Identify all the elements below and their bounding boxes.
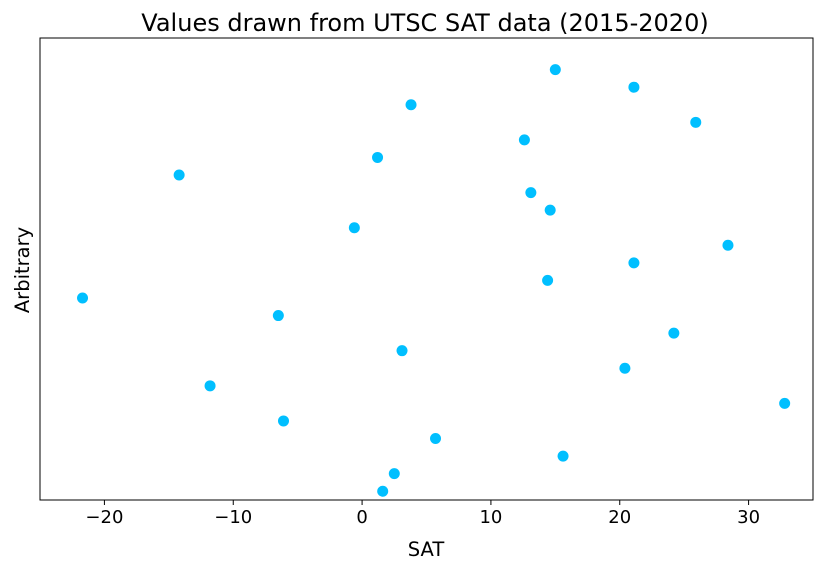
- data-point: [204, 380, 216, 392]
- x-tick-label: 20: [608, 507, 631, 528]
- data-point: [272, 310, 284, 322]
- plot-area: [77, 64, 791, 497]
- data-point: [722, 239, 734, 251]
- data-point: [544, 204, 556, 216]
- data-point: [372, 151, 384, 163]
- data-point: [278, 415, 289, 427]
- data-point: [377, 485, 389, 497]
- x-tick-label: 0: [356, 507, 367, 528]
- data-point: [518, 134, 530, 146]
- data-point: [628, 257, 640, 269]
- y-axis-label: Arbitrary: [11, 227, 34, 313]
- data-point: [77, 292, 89, 304]
- data-point: [557, 450, 569, 462]
- plot-frame: [39, 37, 814, 501]
- data-point: [779, 397, 791, 409]
- data-point: [690, 116, 702, 128]
- data-point: [525, 187, 537, 199]
- data-point: [405, 99, 417, 111]
- data-point: [668, 327, 680, 339]
- data-point: [388, 468, 400, 480]
- data-point: [396, 345, 408, 357]
- x-tick-label: 10: [479, 507, 502, 528]
- data-point: [619, 362, 631, 374]
- x-axis-ticks: −20 −10 0 10 20 30: [85, 500, 760, 528]
- data-point: [542, 274, 554, 286]
- x-tick-label: 30: [737, 507, 760, 528]
- data-point: [628, 81, 640, 93]
- data-point: [348, 222, 360, 234]
- chart-title: Values drawn from UTSC SAT data (2015-20…: [141, 9, 708, 37]
- x-axis-label: SAT: [408, 538, 445, 561]
- data-point: [430, 433, 442, 445]
- data-point: [549, 64, 561, 76]
- x-tick-label: −20: [85, 507, 123, 528]
- x-tick-label: −10: [214, 507, 252, 528]
- data-point: [173, 169, 185, 181]
